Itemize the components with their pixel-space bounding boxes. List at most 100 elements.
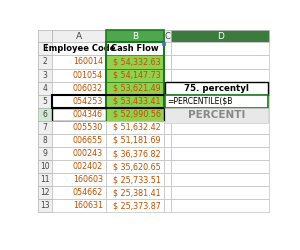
- Bar: [164, 108, 172, 121]
- Text: $ 51,181.69: $ 51,181.69: [113, 136, 161, 145]
- Text: 000243: 000243: [73, 149, 103, 158]
- Bar: [52, 200, 106, 212]
- Bar: [106, 56, 164, 68]
- Bar: [52, 56, 106, 68]
- Text: =PERCENTILE($B: =PERCENTILE($B: [168, 97, 233, 106]
- Bar: [164, 95, 172, 108]
- Bar: [172, 95, 269, 108]
- Bar: [38, 121, 52, 134]
- Bar: [38, 42, 52, 56]
- Text: 160631: 160631: [73, 202, 103, 210]
- Bar: [164, 68, 172, 82]
- Text: 75. percentyl: 75. percentyl: [184, 84, 249, 93]
- Bar: [106, 82, 164, 95]
- Bar: [164, 200, 172, 212]
- Text: 11: 11: [40, 175, 50, 184]
- Text: 001054: 001054: [73, 70, 103, 80]
- Bar: [52, 95, 172, 108]
- Bar: [164, 121, 172, 134]
- Text: $ 25,373.87: $ 25,373.87: [113, 202, 161, 210]
- Bar: [172, 30, 269, 42]
- Text: 12: 12: [40, 188, 50, 197]
- Text: 054253: 054253: [73, 97, 103, 106]
- Bar: [172, 186, 269, 200]
- Bar: [165, 108, 268, 123]
- Bar: [164, 56, 172, 68]
- Bar: [106, 134, 164, 147]
- Bar: [52, 82, 106, 95]
- Text: 2: 2: [43, 58, 48, 66]
- Text: Employee Code: Employee Code: [43, 44, 115, 53]
- Bar: [106, 147, 164, 160]
- Bar: [38, 108, 52, 121]
- Text: B: B: [132, 32, 138, 41]
- Bar: [164, 186, 172, 200]
- Bar: [52, 186, 106, 200]
- Bar: [38, 82, 52, 95]
- Bar: [38, 147, 52, 160]
- Bar: [52, 108, 106, 121]
- Bar: [52, 30, 106, 42]
- Bar: [106, 42, 164, 56]
- Bar: [164, 160, 172, 173]
- Text: 004346: 004346: [73, 110, 103, 119]
- Text: 160603: 160603: [73, 175, 103, 184]
- Bar: [172, 56, 269, 68]
- Text: $ 25,733.51: $ 25,733.51: [113, 175, 161, 184]
- Bar: [172, 42, 269, 56]
- Text: 8: 8: [43, 136, 48, 145]
- Text: A: A: [76, 32, 82, 41]
- Bar: [106, 200, 164, 212]
- Bar: [164, 42, 172, 56]
- Bar: [164, 173, 172, 186]
- Bar: [52, 68, 106, 82]
- Bar: [52, 147, 106, 160]
- Bar: [172, 173, 269, 186]
- Text: D: D: [217, 32, 224, 41]
- Bar: [172, 108, 269, 121]
- Bar: [106, 68, 164, 82]
- Text: 3: 3: [43, 70, 48, 80]
- Text: 6: 6: [43, 110, 48, 119]
- Bar: [38, 186, 52, 200]
- Bar: [106, 95, 164, 108]
- Bar: [172, 160, 269, 173]
- Bar: [164, 82, 172, 95]
- Bar: [162, 42, 165, 45]
- Bar: [172, 147, 269, 160]
- Bar: [106, 42, 164, 108]
- Text: C: C: [165, 32, 170, 41]
- Text: 13: 13: [40, 202, 50, 210]
- Bar: [106, 186, 164, 200]
- Bar: [106, 108, 164, 121]
- Bar: [172, 68, 269, 82]
- Bar: [52, 134, 106, 147]
- Bar: [38, 68, 52, 82]
- Text: 005530: 005530: [73, 123, 103, 132]
- Text: 10: 10: [40, 162, 50, 171]
- Text: $ 36,376.82: $ 36,376.82: [113, 149, 161, 158]
- Text: 4: 4: [43, 84, 48, 93]
- Bar: [106, 30, 164, 42]
- Text: 006655: 006655: [73, 136, 103, 145]
- Text: $ 54,147.73: $ 54,147.73: [113, 70, 161, 80]
- Bar: [52, 121, 106, 134]
- Text: 9: 9: [43, 149, 48, 158]
- Text: 1: 1: [43, 44, 48, 53]
- Text: Cash Flow: Cash Flow: [111, 44, 159, 53]
- Text: $ 35,620.65: $ 35,620.65: [113, 162, 161, 171]
- Bar: [38, 173, 52, 186]
- Text: 054662: 054662: [73, 188, 103, 197]
- Bar: [38, 134, 52, 147]
- Bar: [164, 134, 172, 147]
- Text: $ 51,632.42: $ 51,632.42: [113, 123, 161, 132]
- Text: $ 52,990.56: $ 52,990.56: [113, 110, 161, 119]
- Text: 7: 7: [43, 123, 48, 132]
- Bar: [164, 30, 172, 42]
- Bar: [52, 173, 106, 186]
- Bar: [164, 147, 172, 160]
- Bar: [52, 42, 106, 56]
- Text: 160014: 160014: [73, 58, 103, 66]
- Bar: [172, 200, 269, 212]
- Text: $ 53,621.49: $ 53,621.49: [113, 84, 161, 93]
